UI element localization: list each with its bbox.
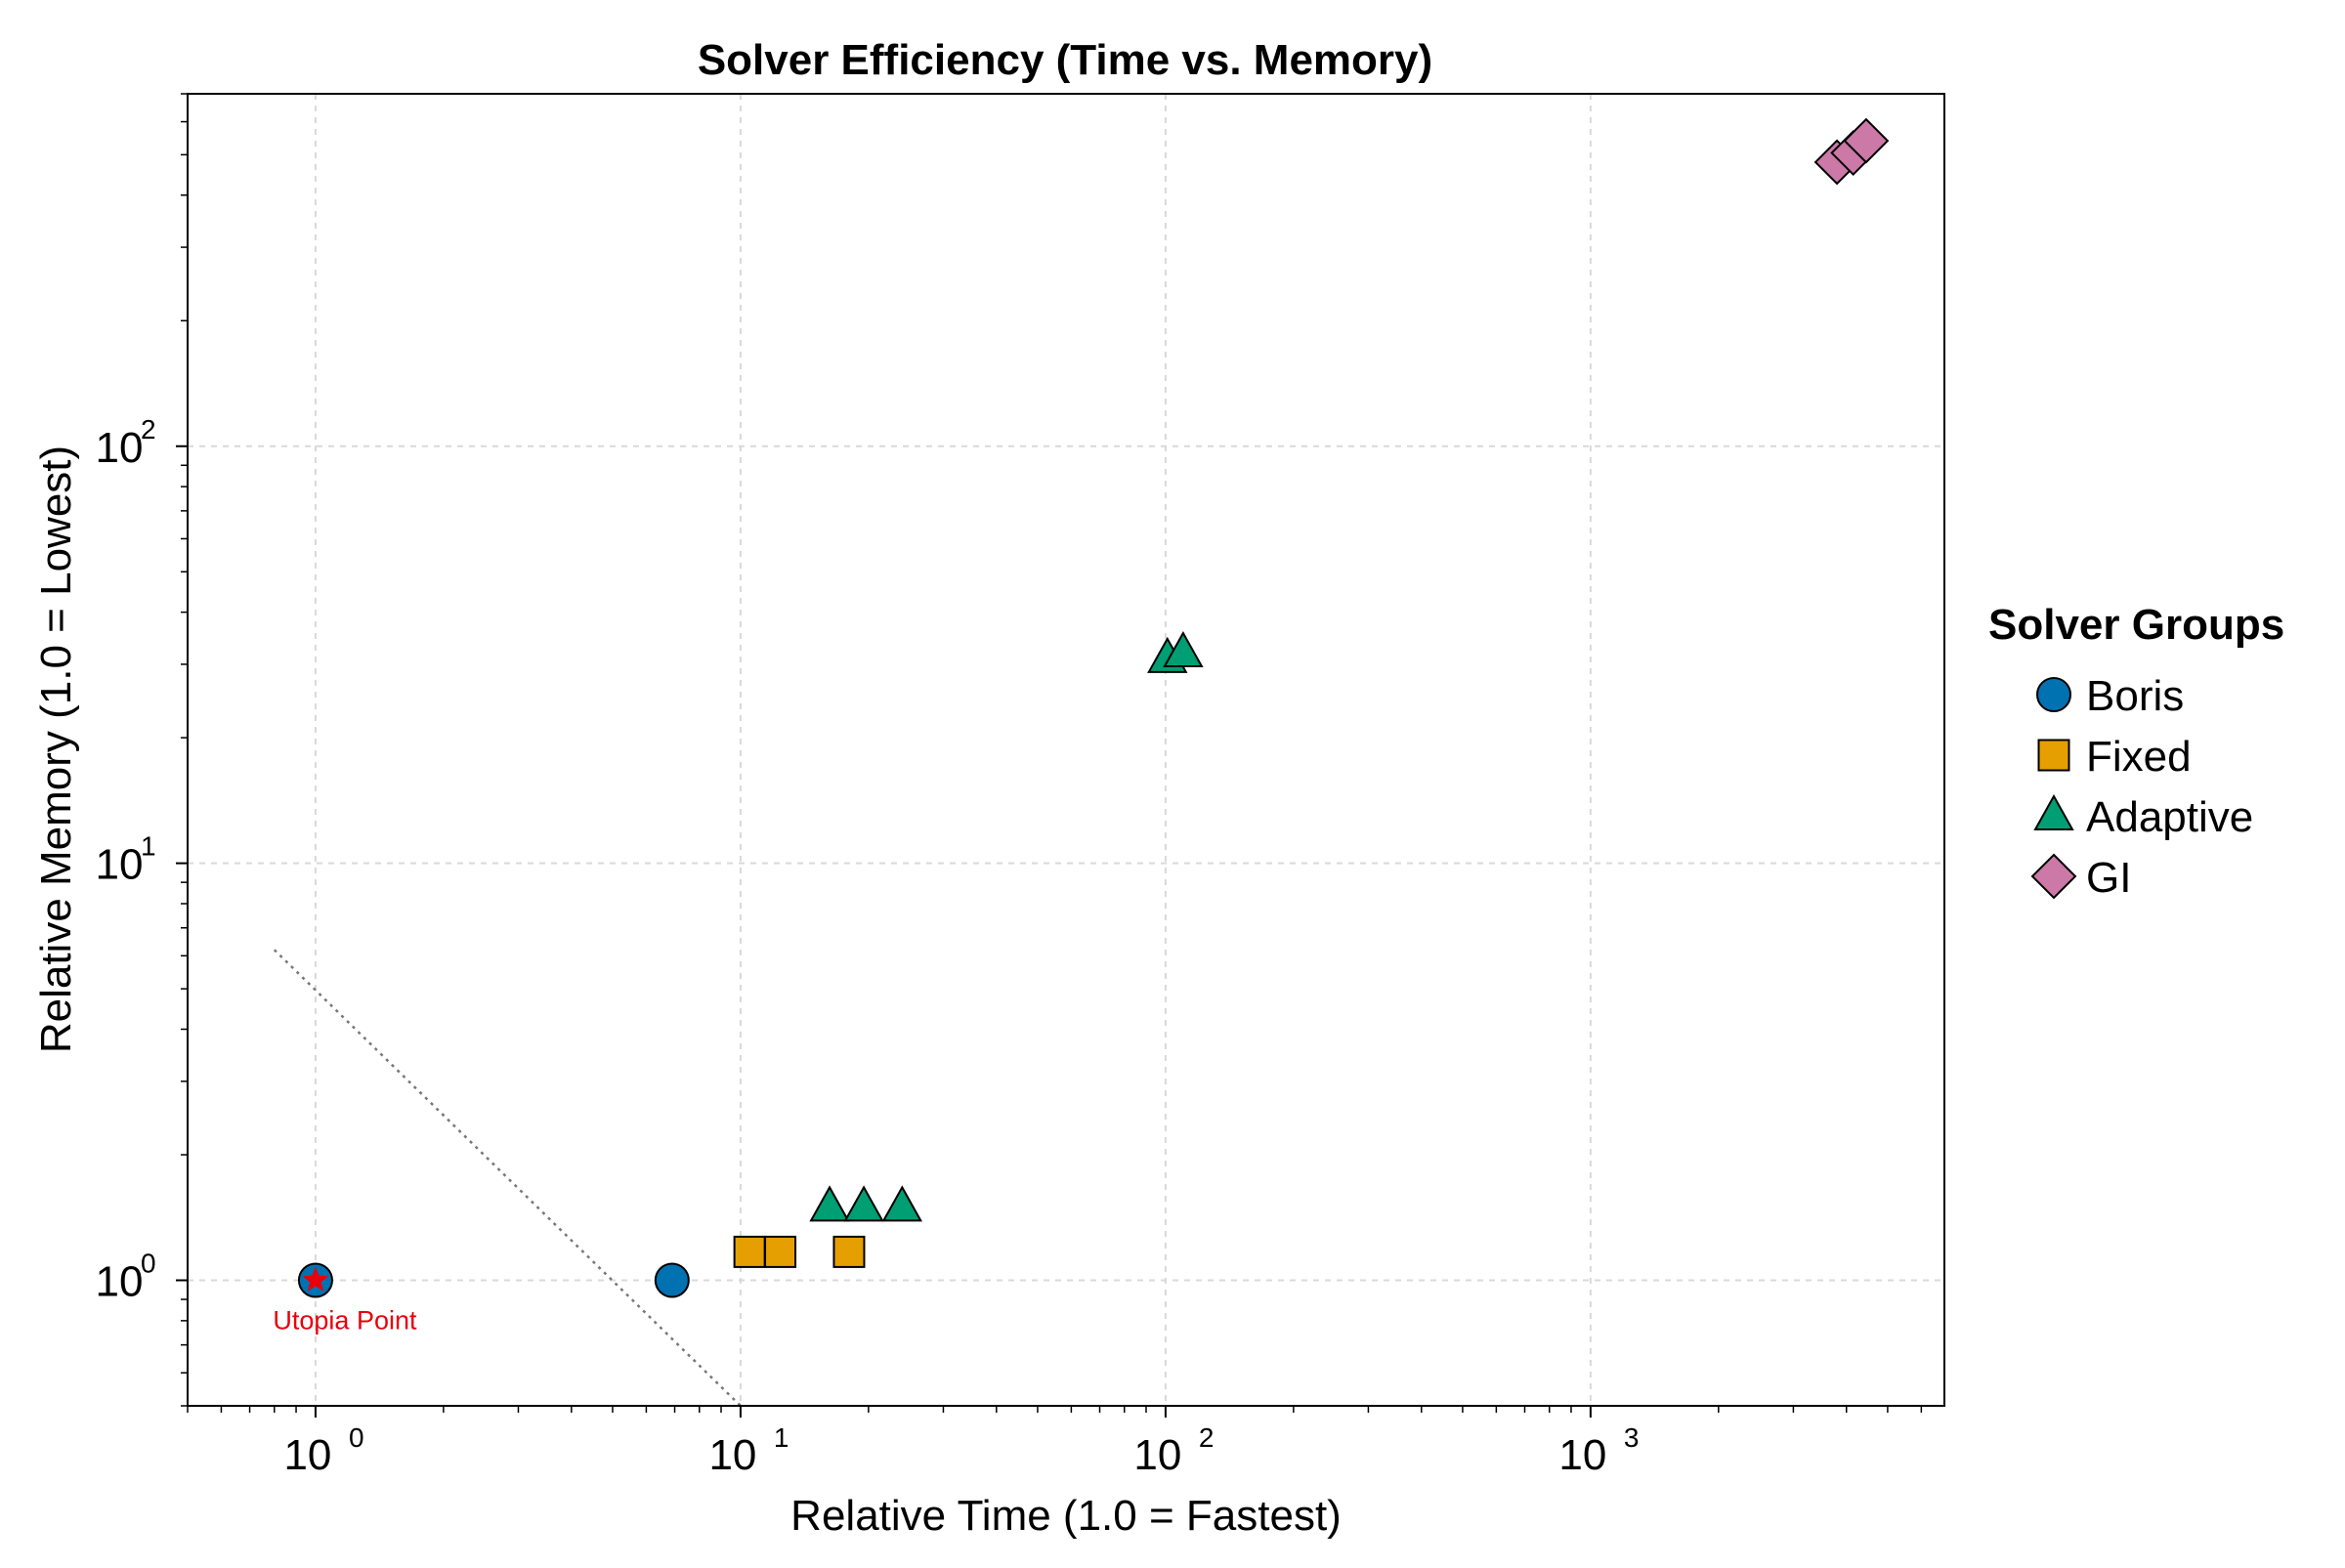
series-gi [1813, 117, 1890, 186]
adaptive-point [881, 1185, 923, 1222]
x-tick-label: 10 [1558, 1431, 1606, 1479]
x-tick-label: 10 [1133, 1431, 1181, 1479]
annotations: Utopia Point [273, 1266, 417, 1335]
boris-legend-marker [2036, 677, 2071, 712]
x-tick-label: 10 [708, 1431, 756, 1479]
series-fixed [733, 1235, 866, 1268]
gi-legend-marker [2030, 853, 2077, 900]
utopia-star-marker [302, 1266, 329, 1292]
y-tick-label: 10 [96, 424, 144, 472]
adaptive-point [843, 1185, 884, 1222]
data-points [297, 117, 1890, 1298]
fixed-point [733, 1235, 766, 1268]
y-tick-label: 10 [96, 1257, 144, 1305]
series-adaptive [809, 630, 1204, 1222]
reference-dotted-line [273, 949, 742, 1407]
x-tick-exponent: 1 [774, 1422, 789, 1453]
x-tick-exponent: 0 [349, 1422, 364, 1453]
legend-item-boris: Boris [2036, 672, 2184, 720]
adaptive-legend-marker [2033, 793, 2074, 830]
y-tick-exponent: 1 [141, 831, 156, 862]
gi-point [1843, 117, 1890, 164]
legend-item-adaptive: Adaptive [2033, 793, 2253, 841]
reference-line [273, 949, 742, 1407]
y-axis-label: Relative Memory (1.0 = Lowest) [32, 445, 80, 1053]
x-tick-label: 10 [283, 1431, 331, 1479]
legend-item-fixed: Fixed [2037, 733, 2192, 781]
legend-label: Boris [2086, 672, 2184, 720]
x-tick-exponent: 3 [1624, 1422, 1640, 1453]
fixed-legend-marker [2037, 739, 2070, 772]
utopia-point-label: Utopia Point [273, 1305, 417, 1335]
grid-lines [188, 94, 1944, 1406]
x-tick-exponent: 2 [1199, 1422, 1215, 1453]
fixed-point [832, 1235, 866, 1268]
chart-title: Solver Efficiency (Time vs. Memory) [698, 36, 1432, 84]
adaptive-point [809, 1185, 850, 1222]
legend-label: Adaptive [2086, 793, 2253, 841]
legend-label: Fixed [2086, 733, 2192, 781]
fixed-point [764, 1235, 797, 1268]
legend-item-gi: GI [2030, 853, 2131, 902]
x-axis: 10 0 10 1 10 2 10 3 [187, 1406, 1923, 1479]
legend-label: GI [2086, 854, 2131, 902]
y-tick-exponent: 2 [141, 414, 156, 445]
legend-title: Solver Groups [1988, 601, 2284, 649]
x-axis-label: Relative Time (1.0 = Fastest) [790, 1492, 1342, 1540]
y-tick-label: 10 [96, 841, 144, 889]
boris-point [654, 1262, 690, 1298]
y-tick-exponent: 0 [141, 1248, 156, 1278]
adaptive-point [1163, 630, 1204, 667]
legend: Solver Groups Boris Fixed Adaptive GI [1988, 601, 2284, 902]
plot-area [187, 93, 1945, 1407]
legend-items: Boris Fixed Adaptive GI [2030, 672, 2253, 902]
